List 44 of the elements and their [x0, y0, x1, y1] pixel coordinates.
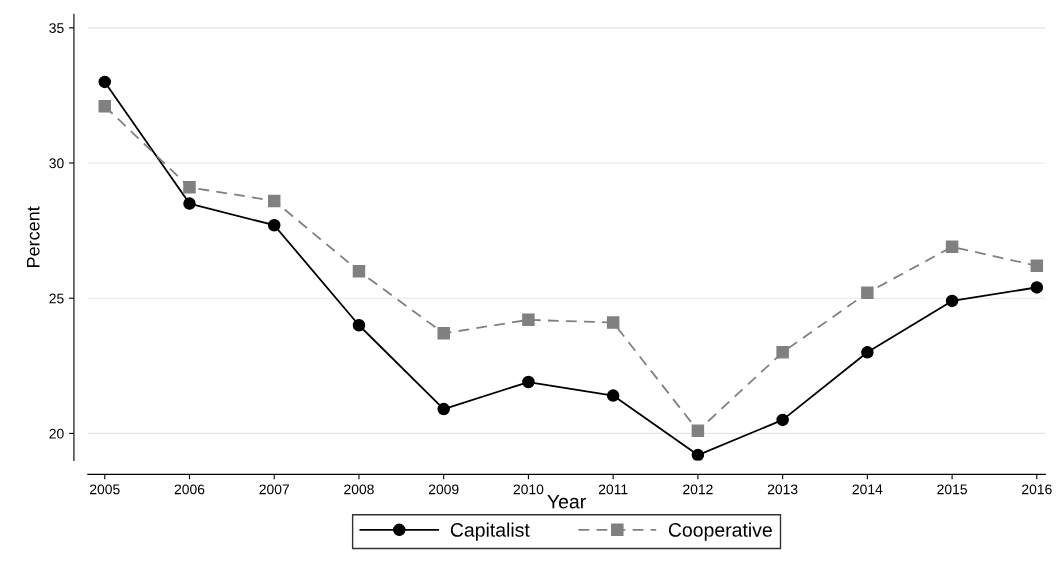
- x-tick-label: 2005: [90, 484, 120, 495]
- x-axis-title: Year: [547, 494, 586, 509]
- point: [183, 181, 196, 194]
- x-tick-label: 2015: [937, 484, 967, 495]
- point: [1030, 259, 1044, 273]
- y-tick-label: 20: [49, 428, 64, 439]
- x-tick-label: 2010: [513, 484, 544, 495]
- point: [267, 194, 281, 208]
- point: [267, 218, 281, 232]
- x-tick-label: 2011: [598, 484, 628, 495]
- point: [691, 448, 705, 461]
- y-tick-label: 30: [49, 158, 64, 169]
- x-tick-label: 2006: [174, 484, 205, 495]
- point: [776, 413, 789, 427]
- point: [437, 327, 450, 340]
- point: [352, 319, 366, 332]
- x-tick-label: 2012: [683, 484, 713, 495]
- point: [861, 286, 874, 300]
- point: [183, 197, 196, 210]
- point: [98, 75, 112, 89]
- point: [691, 424, 705, 437]
- y-axis-title: Percent: [27, 206, 40, 268]
- point: [945, 294, 959, 308]
- x-tick-label: 2009: [428, 484, 459, 495]
- x-tick-label: 2013: [767, 484, 798, 495]
- point: [522, 375, 535, 389]
- legend-label: Cooperative: [668, 522, 772, 541]
- point: [98, 99, 112, 113]
- y-tick-label: 35: [49, 23, 64, 33]
- point: [606, 316, 620, 329]
- x-tick-label: 2007: [259, 484, 289, 495]
- point: [1030, 281, 1044, 294]
- y-tick-label: 25: [49, 293, 64, 304]
- point: [945, 240, 959, 254]
- x-tick-label: 2014: [852, 484, 883, 495]
- legend-label: Capitalist: [450, 522, 530, 541]
- point: [861, 346, 874, 359]
- point: [352, 264, 366, 278]
- point: [522, 313, 535, 327]
- point: [606, 389, 620, 402]
- x-tick-label: 2016: [1022, 484, 1052, 495]
- point: [776, 346, 789, 359]
- x-tick-label: 2008: [344, 484, 374, 495]
- point: [437, 402, 450, 416]
